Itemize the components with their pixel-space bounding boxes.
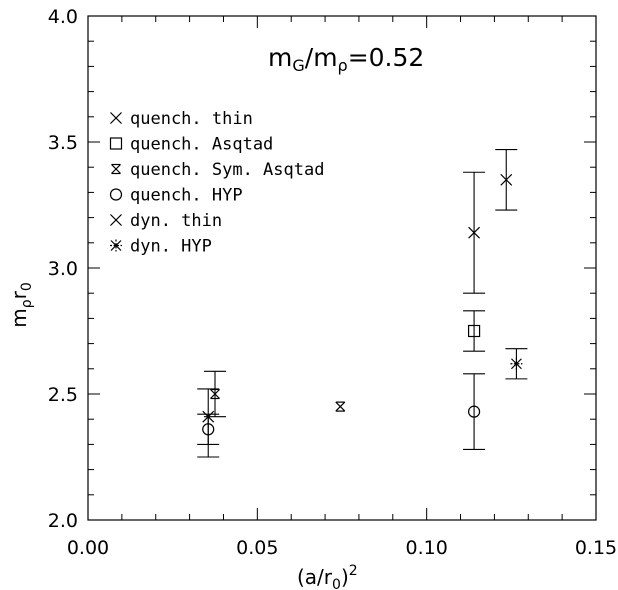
series-3 <box>197 373 486 450</box>
tick-labels: 0.00 0.05 0.10 0.15 2.0 2.5 3.0 3.5 4.0 <box>48 6 617 559</box>
y-tick-label: 2.5 <box>48 384 78 406</box>
y-axis-label: mρr0 <box>7 282 35 328</box>
legend-marker <box>110 214 122 226</box>
marker-circle <box>467 405 481 418</box>
series-1 <box>463 310 486 352</box>
legend-label: dyn. HYP <box>130 237 212 257</box>
marker-stroke <box>210 389 220 399</box>
marker-stroke <box>110 240 122 251</box>
series-5 <box>505 348 528 380</box>
legend-marker <box>110 239 122 252</box>
marker-circle <box>202 423 215 436</box>
data-point <box>467 405 481 418</box>
data-point <box>468 226 481 239</box>
legend-label: quench. Sym. Asqtad <box>130 160 324 180</box>
legend-label: quench. Asqtad <box>130 135 273 155</box>
marker-stroke <box>110 214 122 226</box>
data-points <box>197 149 528 458</box>
legend-label: quench. HYP <box>130 186 243 206</box>
y-tick-label: 3.0 <box>48 258 78 280</box>
x-tick-label: 0.10 <box>406 537 448 559</box>
legend-label: dyn. thin <box>130 211 222 231</box>
series-0 <box>202 171 486 423</box>
marker-stroke <box>510 358 522 370</box>
axis-ticks <box>87 15 597 521</box>
y-tick-label: 2.0 <box>48 510 78 532</box>
series-4 <box>495 149 518 211</box>
legend-marker <box>111 163 121 175</box>
legend-marker <box>109 137 123 150</box>
data-point <box>467 324 481 338</box>
marker-stroke <box>335 401 346 412</box>
marker-square <box>467 324 481 338</box>
x-axis-label: (a/r0)2 <box>297 563 358 590</box>
plot-border <box>87 15 597 521</box>
series-2 <box>204 370 346 418</box>
y-tick-label: 4.0 <box>48 6 78 28</box>
x-tick-label: 0.00 <box>67 537 109 559</box>
marker-stroke <box>500 173 513 186</box>
plot-frame <box>87 15 597 521</box>
marker-stroke <box>468 226 481 239</box>
legend-marker <box>110 112 122 124</box>
x-tick-label: 0.15 <box>575 537 617 559</box>
x-tick-label: 0.05 <box>236 537 278 559</box>
data-point <box>510 357 523 370</box>
data-point <box>500 173 513 186</box>
marker-stroke <box>110 112 122 124</box>
data-point <box>210 388 220 400</box>
chart-title: mG/mρ=0.52 <box>268 43 424 75</box>
y-tick-label: 3.5 <box>48 132 78 154</box>
legend-marker <box>109 188 123 201</box>
data-point <box>335 401 346 412</box>
marker-square <box>109 137 123 150</box>
marker-stroke <box>111 164 121 174</box>
marker-circle <box>109 188 123 201</box>
data-point <box>202 423 215 436</box>
legend-label: quench. thin <box>130 109 253 129</box>
legend: quench. thin quench. Asqtad quench. Sym. A… <box>109 109 324 257</box>
